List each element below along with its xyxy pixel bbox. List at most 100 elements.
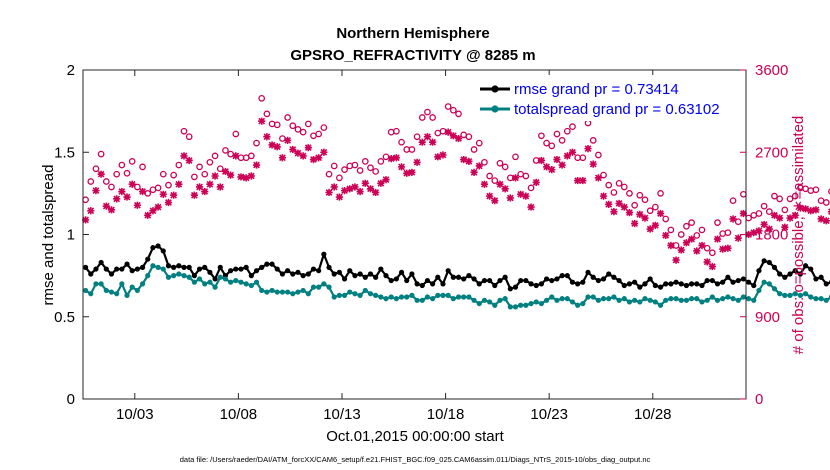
totalspread-point [528, 300, 534, 307]
totalspread-point [331, 294, 337, 300]
rmse-point [119, 266, 125, 272]
obs-assimilated-point [522, 192, 530, 200]
obs-assimilated-point [646, 225, 654, 233]
obs-assimilated-point [501, 185, 509, 193]
rmse-point [93, 266, 99, 272]
totalspread-point [430, 296, 436, 302]
totalspread-point [191, 279, 197, 285]
totalspread-point [238, 279, 244, 285]
rmse-point [595, 277, 601, 284]
totalspread-point [279, 289, 286, 295]
obs-assimilated-point [817, 215, 825, 223]
rmse-point [657, 284, 664, 290]
rmse-point [735, 277, 741, 284]
totalspread-point [445, 292, 451, 298]
rmse-point [450, 274, 456, 280]
totalspread-point [616, 297, 622, 303]
rmse-point [476, 281, 482, 287]
obs-assimilated-point [475, 162, 483, 170]
rmse-point [284, 268, 291, 274]
rmse-point [714, 281, 721, 287]
obs-assimilated-point [185, 156, 193, 165]
totalspread-point [259, 287, 265, 294]
totalspread-point [207, 279, 213, 285]
obs-assimilated-point [330, 183, 338, 191]
rmse-point [663, 281, 669, 287]
rmse-point [461, 276, 467, 282]
obs-possible-point [470, 146, 478, 153]
obs-assimilated-point [232, 152, 240, 160]
rmse-point [388, 277, 394, 284]
obs-possible-point [708, 249, 716, 257]
legend-label-totalspread: totalspread grand pr = 0.63102 [514, 101, 720, 118]
rmse-point [466, 273, 472, 279]
obs-possible-point [791, 192, 799, 200]
obs-assimilated-point [304, 144, 312, 152]
obs-possible-point [641, 196, 649, 204]
obs-assimilated-point [216, 183, 224, 191]
obs-assimilated-point [423, 133, 432, 141]
rmse-point [404, 277, 410, 284]
rmse-point [253, 268, 260, 274]
obs-possible-point [102, 178, 110, 185]
rmse-point [600, 276, 607, 282]
obs-assimilated-point [309, 155, 318, 164]
rmse-point [207, 269, 213, 275]
obs-assimilated-point [760, 220, 768, 229]
totalspread-point [704, 297, 710, 303]
obs-assimilated-point [325, 188, 333, 197]
obs-possible-point [491, 177, 499, 184]
totalspread-point [777, 291, 783, 297]
rmse-point [398, 269, 405, 275]
x-tick-label: 10/03 [116, 406, 154, 423]
rmse-point [481, 277, 488, 284]
totalspread-point [88, 291, 94, 297]
obs-possible-point [247, 152, 255, 160]
totalspread-point [269, 287, 275, 294]
obs-possible-point [253, 139, 260, 147]
rmse-point [787, 271, 793, 277]
rmse-point [171, 264, 177, 270]
obs-possible-point [615, 179, 623, 187]
totalspread-point [823, 297, 829, 303]
rmse-point [124, 261, 130, 267]
rmse-point [347, 268, 353, 274]
obs-possible-point [118, 161, 126, 169]
totalspread-point [119, 281, 125, 287]
totalspread-point [233, 277, 239, 284]
obs-possible-point [822, 199, 830, 206]
rmse-point [538, 281, 545, 287]
totalspread-point [93, 281, 99, 287]
rmse-point [440, 281, 446, 287]
rmse-point [492, 282, 498, 289]
obs-assimilated-point [102, 202, 110, 210]
obs-assimilated-point [392, 154, 400, 162]
y2-tick-label: 0 [755, 391, 763, 408]
totalspread-point [217, 274, 223, 280]
x-tick-label: 10/08 [220, 406, 258, 423]
rmse-point [243, 264, 249, 270]
obs-possible-point [729, 197, 737, 205]
obs-assimilated-point [227, 171, 235, 179]
rmse-point [683, 282, 690, 289]
obs-assimilated-point [268, 141, 276, 149]
rmse-point [549, 277, 555, 284]
obs-possible-point [455, 110, 462, 118]
obs-possible-point [812, 186, 820, 194]
obs-assimilated-point [656, 209, 665, 218]
obs-possible-point [439, 127, 447, 135]
totalspread-point [668, 296, 674, 302]
rmse-point [632, 279, 638, 285]
totalspread-point [595, 297, 601, 303]
obs-assimilated-point [366, 185, 375, 193]
totalspread-point [761, 279, 767, 285]
x-tick-label: 10/28 [634, 406, 672, 423]
obs-possible-point [413, 133, 421, 141]
rmse-point [616, 277, 622, 284]
rmse-point [274, 266, 280, 272]
totalspread-point [373, 292, 379, 298]
totalspread-point [590, 294, 596, 300]
obs-assimilated-point [408, 168, 416, 176]
obs-possible-point [113, 170, 121, 178]
obs-assimilated-point [470, 168, 478, 176]
